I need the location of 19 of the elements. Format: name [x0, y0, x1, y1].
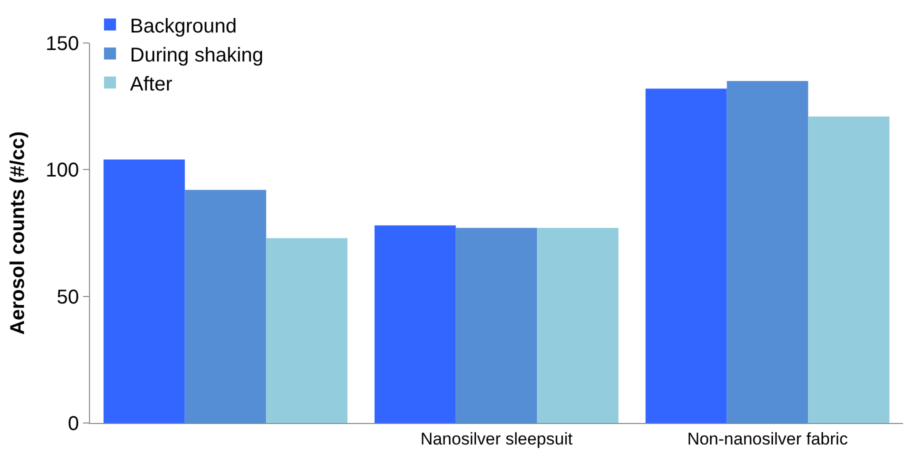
legend-label: After [130, 73, 173, 96]
bar [726, 81, 808, 423]
y-tick-label: 150 [46, 33, 79, 55]
y-axis-title: Aerosol counts (#/cc) [7, 131, 30, 335]
bar [266, 238, 348, 423]
bar [374, 225, 456, 423]
y-tick-label: 50 [56, 286, 79, 308]
y-tick-label: 100 [46, 160, 79, 182]
bar [184, 190, 266, 423]
legend-label: During shaking [130, 44, 264, 66]
bar [646, 88, 727, 423]
legend-label: Background [130, 15, 237, 38]
bar [456, 228, 538, 423]
x-tick-label: Nanosilver sleepsuit [420, 429, 573, 448]
bar [537, 228, 618, 423]
y-tick-label: 0 [68, 413, 79, 435]
bar [104, 160, 185, 423]
bar [808, 116, 890, 423]
x-tick-label: Non-nanosilver fabric [687, 429, 848, 448]
